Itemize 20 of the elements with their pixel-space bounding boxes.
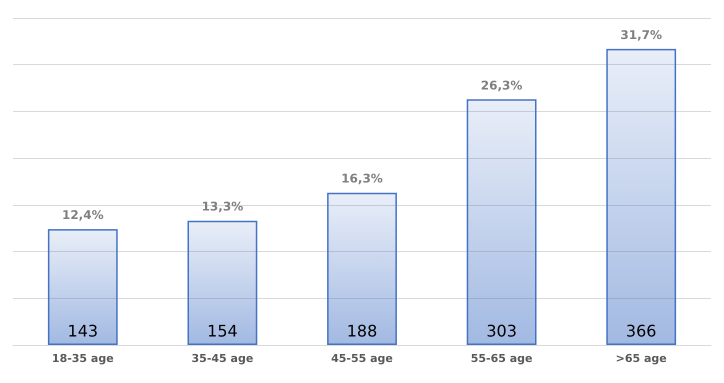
x-tick-label: 35-45 age	[192, 352, 254, 365]
bar	[48, 229, 118, 345]
x-tick-label: 55-65 age	[470, 352, 532, 365]
bar	[188, 220, 258, 345]
annotation: 188	[346, 322, 378, 340]
x-tick-label: >65 age	[616, 352, 667, 365]
x-tick-label: 18-35 age	[52, 352, 114, 365]
data-label: 31,7%	[620, 28, 662, 42]
bar	[327, 192, 397, 345]
x-tick-label: 45-55 age	[331, 352, 393, 365]
bar	[466, 99, 536, 345]
data-label: 16,3%	[341, 172, 383, 186]
annotation: 366	[626, 322, 656, 340]
annotation: 303	[486, 322, 517, 340]
annotation: 143	[68, 322, 98, 340]
data-label: 26,3%	[480, 78, 522, 92]
bar	[606, 48, 676, 345]
data-label: 12,4%	[62, 208, 104, 222]
annotation: 154	[207, 322, 238, 340]
data-label: 13,3%	[202, 200, 244, 214]
